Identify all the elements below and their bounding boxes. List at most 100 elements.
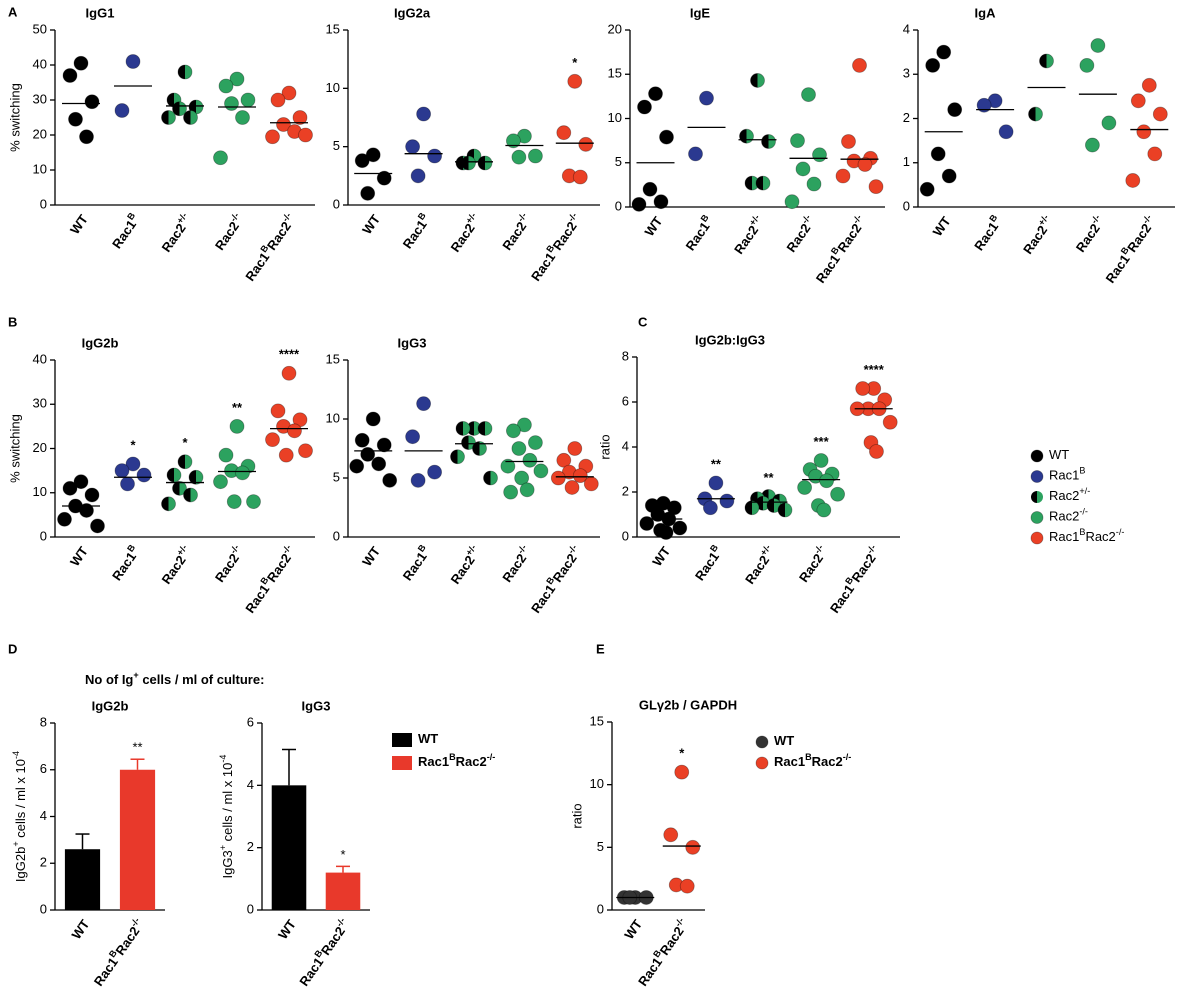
dot <box>405 139 421 155</box>
y-tick-label: 10 <box>33 484 47 499</box>
legend-swatch <box>1030 511 1044 524</box>
legend-label-part: -/- <box>1116 527 1125 537</box>
dot-half <box>768 134 776 149</box>
dot-fill <box>514 470 530 486</box>
x-tick-label-part: B <box>107 948 119 959</box>
dot-half <box>167 468 174 483</box>
y-tick-label: 40 <box>33 351 47 366</box>
x-tick-label: Rac2+/- <box>157 211 195 255</box>
x-tick-label-part: WT <box>360 212 384 237</box>
legend-label-part: Rac1 <box>418 754 449 769</box>
dot <box>517 417 532 433</box>
dot-half <box>456 156 463 170</box>
dot <box>1152 106 1168 122</box>
x-tick-label-part: WT <box>930 214 954 239</box>
dot-fill <box>349 458 365 474</box>
dot <box>567 441 583 456</box>
x-tick-label-part: B <box>652 948 664 959</box>
dot <box>405 429 421 445</box>
dot-fill <box>703 500 718 516</box>
panel-label: D <box>8 641 17 656</box>
dot <box>270 92 286 108</box>
dot <box>79 503 94 518</box>
dot <box>62 480 78 496</box>
x-tick-label: WT <box>622 917 646 942</box>
significance: ** <box>763 470 774 485</box>
dot <box>183 487 198 503</box>
dot <box>213 150 228 166</box>
legend-label-part: WT <box>1049 447 1069 462</box>
legend-label-part: +/- <box>1079 486 1090 496</box>
x-tick-label-part: Rac2 <box>500 219 530 253</box>
dot <box>235 110 250 125</box>
x-tick-label-part: Rac1 <box>971 219 1001 253</box>
dot-fill <box>365 147 381 163</box>
dot <box>797 480 812 495</box>
significance: * <box>340 847 345 862</box>
y-tick-label: 0 <box>903 198 910 213</box>
chart-title: IgA <box>975 5 997 20</box>
panel-label: C <box>638 314 648 329</box>
y-tick-label: 40 <box>33 56 47 71</box>
dot <box>461 155 476 171</box>
dot <box>281 85 297 101</box>
y-tick-label: 6 <box>247 714 254 729</box>
error-bar <box>130 758 145 770</box>
dot-fill <box>114 463 130 479</box>
panel-label: A <box>8 4 18 19</box>
dot-half <box>1028 107 1036 122</box>
dot <box>265 129 280 145</box>
chart-title: IgG1 <box>86 5 115 20</box>
x-tick-label-part: Rac1 <box>243 250 273 284</box>
dot <box>136 467 152 483</box>
dot-half <box>479 441 487 456</box>
dot-fill <box>218 78 234 94</box>
x-tick-label-part: Rac2 <box>212 551 242 585</box>
x-tick-label-part: B <box>416 211 428 222</box>
dot <box>57 511 72 527</box>
dot-fill <box>281 365 297 381</box>
dot <box>360 446 376 462</box>
x-tick-label: Rac1BRac2-/- <box>826 543 884 616</box>
dot <box>1101 115 1117 131</box>
dot <box>188 469 204 485</box>
legend-label-part: Rac2 <box>1049 509 1079 524</box>
y-axis-label-part: + <box>11 841 21 846</box>
y-tick-label: 10 <box>608 110 622 125</box>
x-tick-label-part: Rac1 <box>528 250 558 284</box>
dot <box>360 185 376 201</box>
x-tick-label-part: Rac1 <box>297 955 327 989</box>
legend-swatch <box>1031 491 1037 503</box>
y-tick-label: 6 <box>40 761 47 776</box>
significance: ** <box>711 456 722 471</box>
dot-half <box>785 503 792 517</box>
dot-fill <box>567 441 583 456</box>
dot-fill <box>73 55 89 71</box>
x-tick-label: WT <box>360 212 384 237</box>
dot-half <box>778 503 785 517</box>
dot-half <box>196 470 204 485</box>
dot-fill <box>533 463 549 479</box>
x-tick-label-part: Rac1 <box>1103 252 1133 286</box>
x-tick-label: WT <box>360 544 384 569</box>
dot <box>455 421 471 436</box>
x-tick-label-part: Rac2 <box>159 221 189 255</box>
dot-outline <box>744 500 760 516</box>
y-tick-label: 0 <box>597 901 604 916</box>
legend-label-part: Rac2 <box>1049 488 1079 503</box>
dot <box>511 441 527 456</box>
dot-half <box>750 73 758 88</box>
x-tick-label: Rac1BRac2-/- <box>89 916 147 989</box>
legend-swatch <box>1030 470 1044 483</box>
dot-fill <box>835 168 851 184</box>
dot-fill <box>663 827 679 843</box>
dot <box>835 168 851 184</box>
error-bar <box>75 833 90 850</box>
dot-fill <box>73 474 89 490</box>
dot-half <box>179 101 187 116</box>
dot <box>703 500 718 516</box>
y-tick-label: 15 <box>590 713 604 728</box>
x-tick-label-part: B <box>545 575 557 586</box>
dot <box>226 494 242 510</box>
